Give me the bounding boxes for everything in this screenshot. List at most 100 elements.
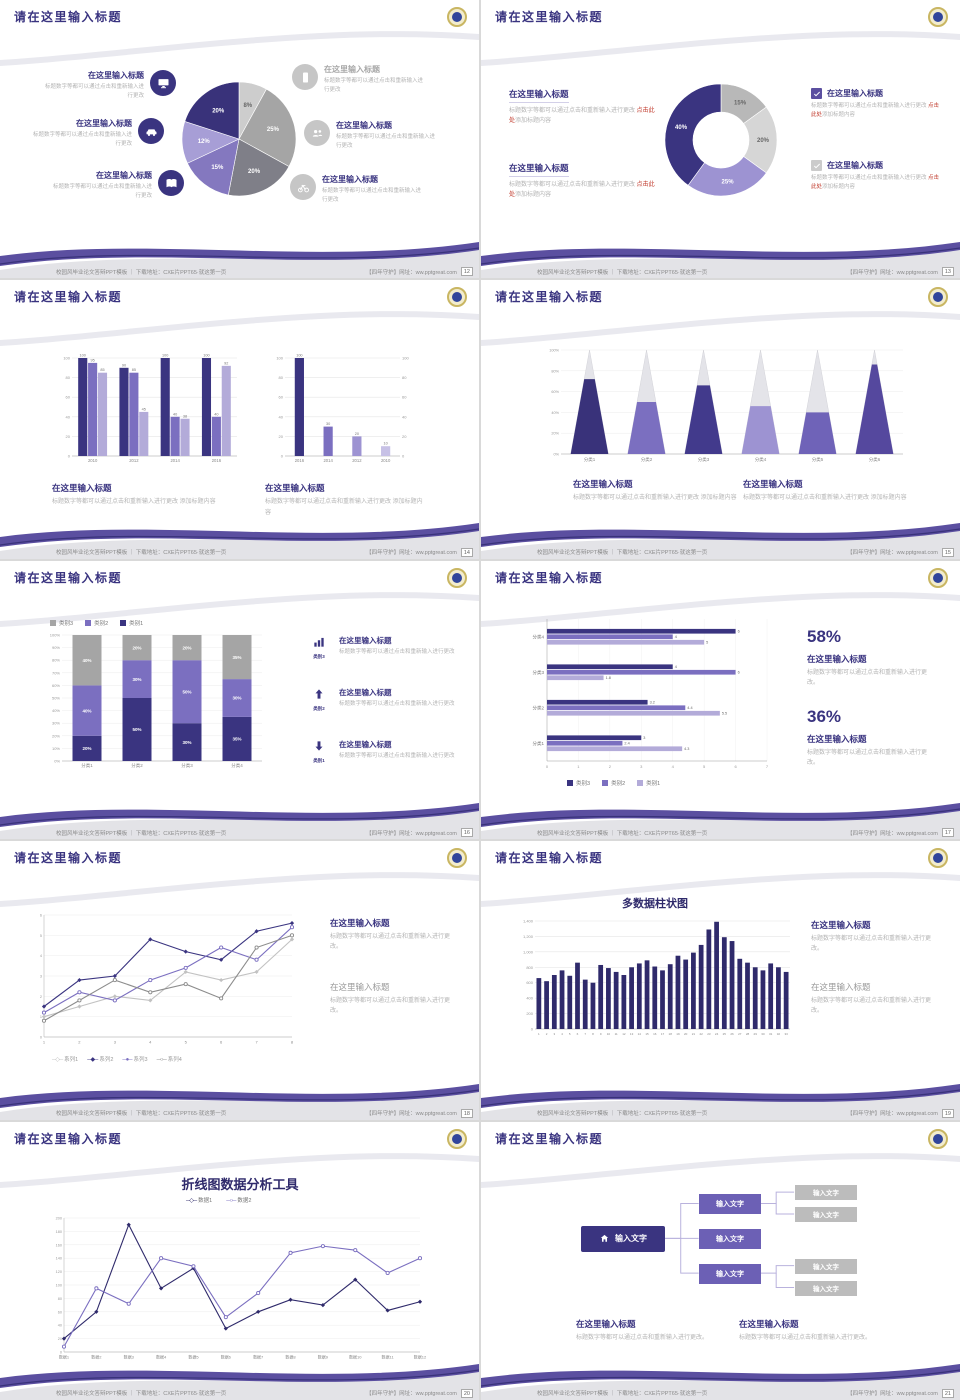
svg-text:30%: 30% — [182, 740, 191, 745]
checkbox-unchecked-icon[interactable] — [811, 160, 822, 171]
svg-text:3: 3 — [553, 1032, 555, 1036]
slide-21[interactable]: 请在这里输入标题 输入文字 输入文字 输入文字 输入文字 输入文字 输入文字 输… — [481, 1121, 960, 1400]
slide-13[interactable]: 请在这里输入标题 在这里输入标题 标题数字等都可以通过点击和重新输入进行更改 点… — [481, 0, 960, 279]
svg-text:2: 2 — [40, 995, 42, 999]
legend-item: 类别2 — [602, 779, 625, 787]
chart-title: 多数据柱状图 — [622, 898, 688, 911]
svg-text:0: 0 — [281, 454, 284, 459]
svg-text:50%: 50% — [52, 695, 60, 700]
legend-label: 类别1 — [129, 620, 144, 627]
svg-text:13: 13 — [630, 1032, 634, 1036]
info-block: 在这里输入标题 标题数字等都可以通过点击和重新输入进行更改 — [40, 70, 176, 101]
svg-text:40%: 40% — [82, 708, 91, 713]
gray-node[interactable]: 输入文字 — [795, 1206, 857, 1222]
logo-inner — [452, 572, 462, 583]
svg-text:60: 60 — [66, 395, 71, 400]
svg-text:40: 40 — [402, 415, 407, 420]
node-label: 输入文字 — [615, 1234, 647, 1244]
text-block: 在这里输入标题 标题数字等都可以通过点击和重新输入进行更改。 — [811, 919, 937, 954]
svg-text:1.8: 1.8 — [606, 676, 611, 680]
slide-12[interactable]: 请在这里输入标题 8% 25% 20% 15% 12% 20% 在这里输入标题 标题数字等… — [0, 0, 479, 279]
slide-title: 请在这里输入标题 — [14, 570, 123, 585]
text-block-body: 标题数字等都可以通过点击和重新输入进行更改 添加标题内容 — [265, 497, 425, 517]
home-node-button[interactable]: 输入文字 — [581, 1225, 665, 1252]
svg-text:40%: 40% — [551, 411, 559, 415]
svg-text:5: 5 — [569, 1032, 571, 1036]
category-title: 在这里输入标题 — [339, 687, 392, 697]
svg-text:19: 19 — [676, 1032, 680, 1036]
slide-14[interactable]: 请在这里输入标题 0 20 40 60 80 100 2010 100 95 85 2012 90 85… — [0, 280, 479, 559]
red-link-text[interactable]: 点击此处 — [811, 175, 940, 190]
footer-left-text: 校园风毕业论文答辩PPT模板 ｜ 下载地址：CXE片PPT65·就这第一页 — [56, 1391, 227, 1398]
svg-text:3: 3 — [643, 736, 645, 740]
percentage-value: 58% — [807, 626, 842, 646]
text-block-title: 在这里输入标题 — [330, 982, 390, 993]
svg-text:0%: 0% — [554, 453, 560, 457]
footer-left-text: 校园风毕业论文答辩PPT模板 ｜ 下载地址：CXE片PPT65·就这第一页 — [56, 830, 227, 837]
svg-text:40%: 40% — [52, 708, 60, 713]
node-label: 输入文字 — [813, 1264, 839, 1272]
slide-15[interactable]: 请在这里输入标题 0% 20% 40% 60% 80% 100% 分类1 分类2 分类3 分类4 分… — [481, 280, 960, 559]
svg-text:2016: 2016 — [295, 458, 305, 463]
slide-title: 请在这里输入标题 — [14, 851, 123, 866]
slide-title: 请在这里输入标题 — [495, 851, 604, 866]
svg-text:70%: 70% — [52, 670, 60, 675]
svg-text:24: 24 — [715, 1032, 719, 1036]
svg-text:80: 80 — [66, 375, 71, 380]
slide-20[interactable]: 请在这里输入标题 折线图数据分析工具 ─◇─ 数据1 ─○─ 数据2 0 20 40 60… — [0, 1121, 479, 1400]
info-block-title: 在这里输入标题 — [324, 65, 380, 74]
category-row: 类别3 在这里输入标题 标题数字等都可以通过点击和重新输入进行更改 — [306, 635, 467, 660]
info-block-title: 在这里输入标题 — [96, 171, 152, 180]
footer-right-text: 【四年守护】网址：ww.pptgreat.com — [847, 550, 938, 557]
footer-right-text: 【四年守护】网址：ww.pptgreat.com — [847, 1391, 938, 1398]
chart-title: 折线图数据分析工具 — [181, 1176, 299, 1192]
svg-text:100: 100 — [63, 356, 70, 361]
footer-left-text: 校园风毕业论文答辩PPT模板 ｜ 下载地址：CXE片PPT65·就这第一页 — [56, 550, 227, 557]
purple-node[interactable]: 输入文字 — [699, 1228, 761, 1249]
gray-node[interactable]: 输入文字 — [795, 1258, 857, 1274]
page-number: 13 — [941, 267, 954, 277]
svg-text:2010: 2010 — [381, 458, 391, 463]
svg-text:2: 2 — [78, 1040, 81, 1045]
school-logo — [447, 567, 467, 588]
svg-text:分类1: 分类1 — [532, 740, 544, 747]
text-block-body: 标题数字等都可以通过点击和重新输入进行更改。 — [330, 998, 451, 1015]
svg-text:4: 4 — [149, 1040, 152, 1045]
slide-title: 请在这里输入标题 — [495, 1131, 604, 1146]
text-block-title: 在这里输入标题 — [509, 162, 569, 177]
footer-left-text: 校园风毕业论文答辩PPT模板 ｜ 下载地址：CXE片PPT65·就这第一页 — [537, 269, 708, 276]
legend-item: 类别1 — [637, 779, 660, 787]
monitor-icon — [150, 70, 176, 96]
red-link-text[interactable]: 点击此处 — [509, 108, 655, 125]
svg-text:92: 92 — [224, 362, 228, 366]
stacked-bar-chart: 0% 10% 20% 30% 40% 50% 60% 70% 80% 90% 100% 分类1 20% 4… — [40, 631, 268, 773]
gray-node[interactable]: 输入文字 — [795, 1184, 857, 1200]
red-link-text[interactable]: 点击此处 — [811, 103, 940, 118]
svg-text:1,400: 1,400 — [523, 919, 534, 924]
svg-text:数据8: 数据8 — [285, 1353, 296, 1359]
school-logo — [447, 1128, 467, 1149]
svg-text:50%: 50% — [132, 727, 141, 732]
page-number: 21 — [941, 1388, 954, 1398]
svg-text:1: 1 — [577, 764, 580, 769]
info-block-text: 标题数字等都可以通过点击和重新输入进行更改 — [336, 134, 436, 149]
school-logo — [447, 7, 467, 27]
checkbox-checked-icon[interactable] — [811, 88, 822, 99]
purple-node[interactable]: 输入文字 — [699, 1263, 761, 1284]
red-link-text[interactable]: 点击此处 — [509, 182, 655, 199]
svg-text:2: 2 — [609, 764, 612, 769]
svg-text:0: 0 — [546, 764, 549, 769]
text-block-body: 标题数字等都可以通过点击和重新输入进行更改。 — [739, 1334, 872, 1341]
info-block-title: 在这里输入标题 — [88, 71, 144, 80]
svg-text:14: 14 — [638, 1032, 642, 1036]
chart-legend: ─◇─ 系列1 ─◆─ 系列2 ─●─ 系列3 ─○─ 系列4 — [52, 1055, 182, 1063]
purple-node[interactable]: 输入文字 — [699, 1193, 761, 1214]
slide-16[interactable]: 请在这里输入标题 类别3 类别2 类别1 0% 10% 20% 30% 40% 50% 60… — [0, 560, 479, 840]
slide-19[interactable]: 请在这里输入标题 多数据柱状图 0 200 400 600 800 1,000 1,200 1… — [481, 841, 960, 1120]
gray-node[interactable]: 输入文字 — [795, 1280, 857, 1296]
svg-text:分类4: 分类4 — [532, 633, 544, 640]
legend-label: 类别2 — [94, 620, 109, 627]
slide-17[interactable]: 请在这里输入标题 0 1 2 3 4 5 6 7 分类4 6 4 5 分类3 4 6 1.8 分类2 3.2 4.4… — [481, 560, 960, 840]
body-text: 标题数字等都可以通过点击和重新输入进行更改 — [509, 108, 637, 114]
